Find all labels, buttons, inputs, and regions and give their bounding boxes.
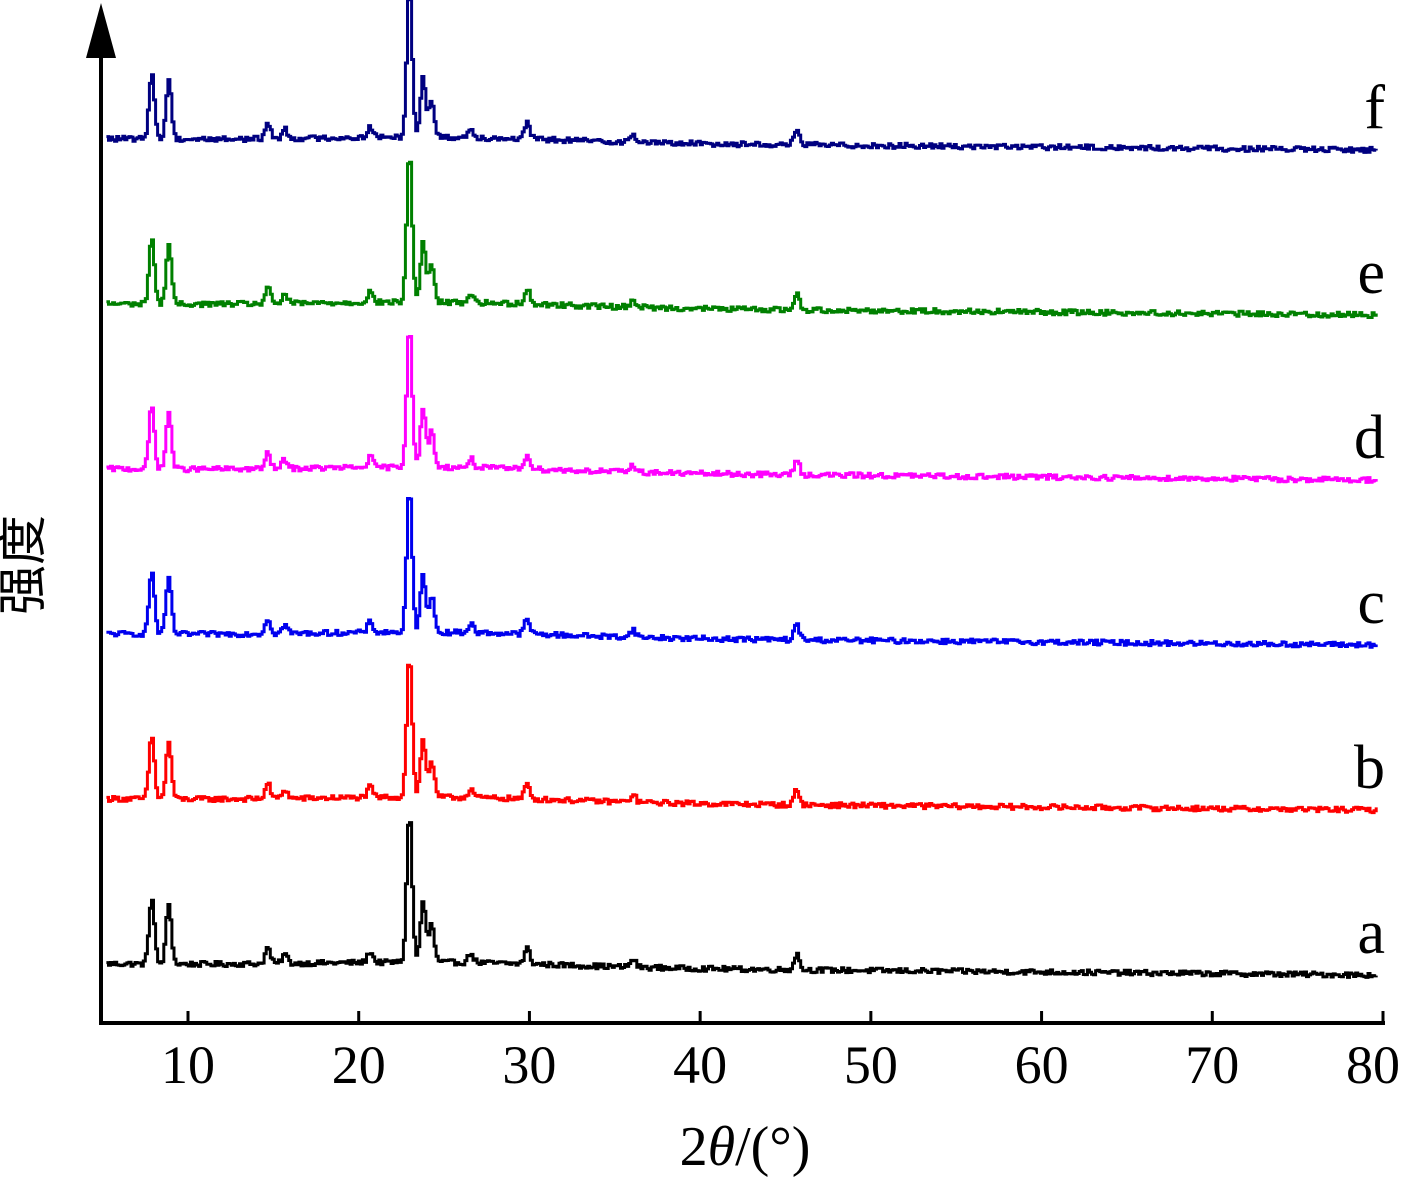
series-line-c [106,497,1378,649]
x-axis-title: 2θ/(°) [680,1116,811,1178]
series-label-e: e [1357,239,1385,307]
series-line-a [106,821,1378,979]
x-ticks: 10 20 30 40 50 60 70 80 [161,1011,1400,1095]
series-layer [106,0,1378,979]
series-line-b [106,663,1378,815]
x-tick-label: 80 [1346,1035,1400,1095]
series-label-c: c [1357,569,1385,637]
axes-layer [86,3,1385,1025]
series-label-a: a [1357,899,1385,967]
y-axis-title: 强度 [0,515,52,615]
series-line-e [106,160,1378,319]
x-tick-label: 70 [1185,1035,1239,1095]
x-tick-label: 60 [1015,1035,1069,1095]
series-label-f: f [1364,74,1385,142]
series-label-d: d [1354,404,1385,472]
series-label-b: b [1354,734,1385,802]
x-tick-label: 40 [673,1035,727,1095]
x-tick-label: 20 [332,1035,386,1095]
x-tick-label: 10 [161,1035,215,1095]
series-line-f [106,0,1378,154]
series-labels: a b c d e f [1354,74,1385,967]
x-tick-label: 50 [844,1035,898,1095]
series-line-d [106,335,1378,484]
y-axis-arrow [86,3,116,58]
x-tick-label: 30 [502,1035,556,1095]
